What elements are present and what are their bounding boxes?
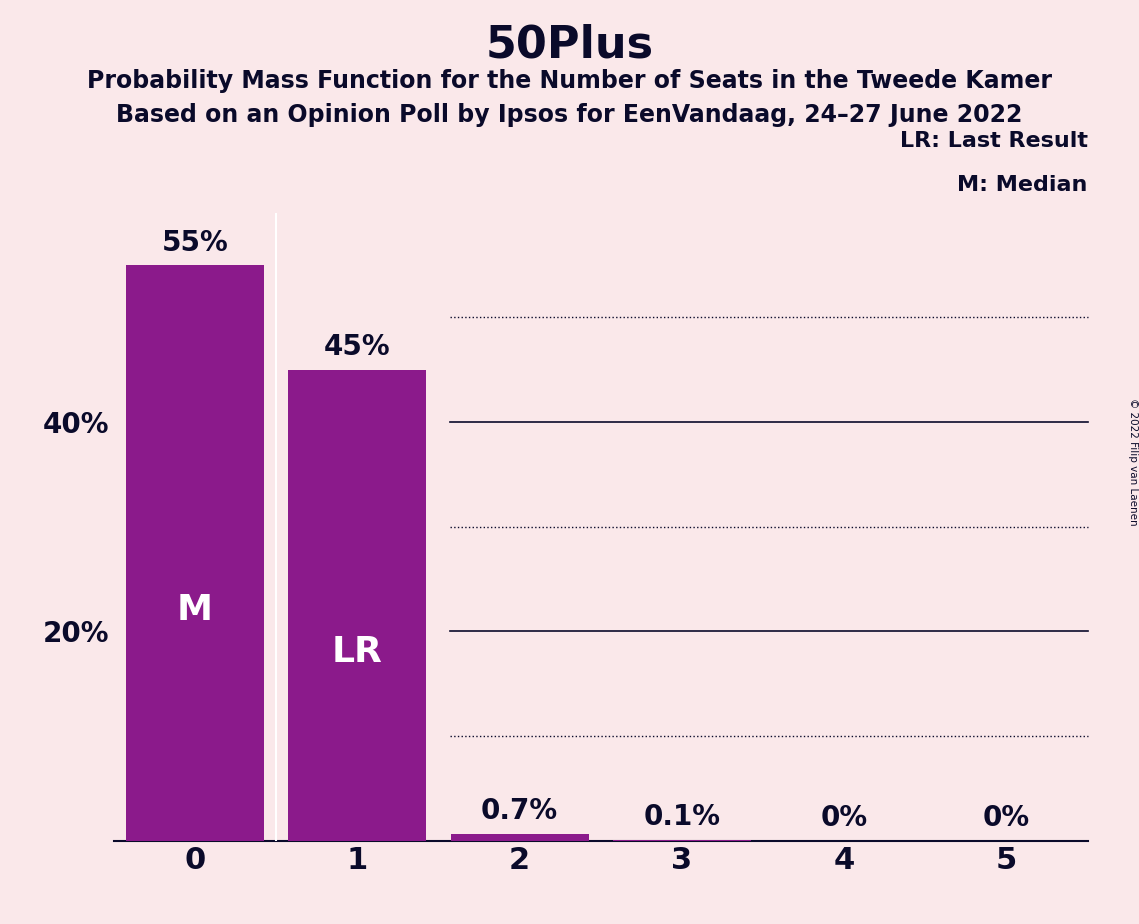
Text: M: Median: M: Median xyxy=(958,175,1088,195)
Text: 45%: 45% xyxy=(325,334,391,361)
Text: 55%: 55% xyxy=(162,228,229,257)
Text: 50Plus: 50Plus xyxy=(485,23,654,67)
Text: 0%: 0% xyxy=(983,805,1030,833)
Text: © 2022 Filip van Laenen: © 2022 Filip van Laenen xyxy=(1129,398,1138,526)
Text: 0.7%: 0.7% xyxy=(481,797,558,825)
Bar xyxy=(613,840,751,841)
Text: Probability Mass Function for the Number of Seats in the Tweede Kamer: Probability Mass Function for the Number… xyxy=(87,69,1052,93)
Text: 0.1%: 0.1% xyxy=(644,803,721,832)
Text: M: M xyxy=(177,593,213,627)
Text: LR: Last Result: LR: Last Result xyxy=(900,131,1088,151)
Bar xyxy=(451,833,589,841)
Text: 0%: 0% xyxy=(821,805,868,833)
Bar xyxy=(126,265,264,841)
Text: LR: LR xyxy=(331,636,383,669)
Bar xyxy=(288,370,426,841)
Text: Based on an Opinion Poll by Ipsos for EenVandaag, 24–27 June 2022: Based on an Opinion Poll by Ipsos for Ee… xyxy=(116,103,1023,128)
